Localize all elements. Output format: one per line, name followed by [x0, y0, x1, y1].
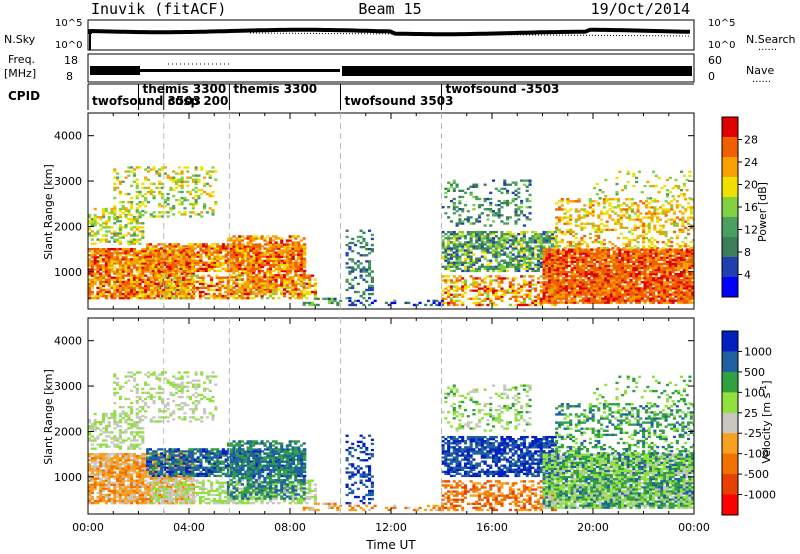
freq-bottom-tick: 8: [66, 70, 73, 83]
colorbar-tick-label: -25: [744, 427, 762, 440]
x-tick-label: 00:00: [678, 521, 710, 534]
colorbar-tick-label: 20: [744, 179, 758, 192]
nsky-strip: N.Sky 10^5 10^0 10^5 10^0 N.Search .....…: [4, 18, 796, 53]
x-tick-label: 20:00: [577, 521, 609, 534]
nsky-label: N.Sky: [4, 33, 36, 46]
colorbar-tick-label: 100: [744, 386, 765, 399]
velocity-colorbar: 1000 500 100 25 -25 -100 -500 -1000 Velocity [m…: [721, 330, 776, 516]
velocity-colorbar-label: Velocity [m s-1]: [759, 380, 774, 463]
colorbar-tick-label: 1000: [744, 345, 772, 358]
y-tick-label: 3000: [54, 175, 82, 188]
freq-band-3: [250, 69, 340, 72]
power-colorbar-label: Power [dB]: [756, 182, 769, 242]
date-title: 19/Oct/2014: [591, 0, 690, 18]
power-ylabel: Slant Range [km]: [42, 164, 55, 260]
colorbar-tick-label: 28: [744, 134, 758, 147]
nave-top-tick: 60: [708, 54, 722, 67]
freq-band-1: [90, 66, 140, 75]
colorbar-tick-label: 24: [744, 156, 758, 169]
nsearch-trace: [249, 32, 691, 37]
x-tick-label: 12:00: [375, 521, 407, 534]
x-tick-label: 00:00: [72, 521, 104, 534]
cpid-segment-label: twofsound 3503: [92, 94, 201, 108]
y-tick-label: 2000: [54, 425, 82, 438]
nave-label: Nave: [746, 64, 774, 77]
time-axis-label: Time UT: [365, 538, 416, 552]
nsky-top-tick: 10^5: [55, 18, 82, 29]
y-tick-label: 4000: [54, 335, 82, 348]
freq-label: Freq.: [8, 53, 35, 66]
nsearch-label: N.Search: [746, 33, 796, 46]
station-title: Inuvik (fitACF): [91, 0, 226, 18]
colorbar-tick-label: 16: [744, 201, 758, 214]
colorbar-tick-label: 4: [744, 269, 751, 282]
power-colorbar: 28 24 20 16 12 8 4 Power [dB]: [721, 116, 769, 298]
nsearch-dots: ......: [758, 42, 777, 53]
colorbar-tick-label: -1000: [744, 489, 776, 502]
power-panel: 1000 2000 3000 4000 Slant Range [km]: [42, 112, 695, 310]
nave-bottom-tick: 0: [708, 70, 715, 83]
cpid-segment-label: cusp 200: [168, 94, 229, 108]
cpid-segment-label: themis 3300: [233, 82, 317, 96]
colorbar-tick-label: 500: [744, 366, 765, 379]
colorbar-tick-label: 25: [744, 407, 758, 420]
freq-top-tick: 18: [64, 54, 78, 67]
colorbar-tick-label: 12: [744, 224, 758, 237]
x-tick-label: 04:00: [173, 521, 205, 534]
colorbar-tick-label: 8: [744, 246, 751, 259]
nsky-trace: [88, 27, 691, 37]
y-tick-label: 1000: [54, 266, 82, 279]
freq-strip: Freq. [MHz] 18 8 60 0 Nave ......: [4, 53, 774, 85]
colorbar-tick-label: -500: [744, 468, 769, 481]
nsearch-bottom-tick: 10^0: [708, 40, 735, 51]
freq-band-4: [342, 66, 692, 76]
y-tick-label: 2000: [54, 220, 82, 233]
x-tick-label: 08:00: [274, 521, 306, 534]
y-tick-label: 4000: [54, 130, 82, 143]
freq-unit: [MHz]: [4, 67, 36, 80]
cpid-segment-label: twofsound -3503: [446, 82, 560, 96]
velocity-panel: 1000 2000 3000 4000 00:00 04:00 08:00 12:00 16:0…: [42, 317, 710, 552]
y-tick-label: 3000: [54, 380, 82, 393]
nsearch-top-tick: 10^5: [708, 18, 735, 29]
cpid-segment-label: twofsound 3503: [345, 94, 454, 108]
x-tick-label: 16:00: [476, 521, 508, 534]
freq-band-2: [140, 69, 250, 72]
velocity-ylabel: Slant Range [km]: [42, 369, 55, 465]
nsky-bottom-tick: 10^0: [55, 40, 82, 51]
beam-title: Beam 15: [358, 0, 421, 18]
y-tick-label: 1000: [54, 471, 82, 484]
colorbar-tick-label: -100: [744, 448, 769, 461]
cpid-label: CPID: [8, 89, 40, 103]
nave-dots: ......: [752, 74, 771, 85]
